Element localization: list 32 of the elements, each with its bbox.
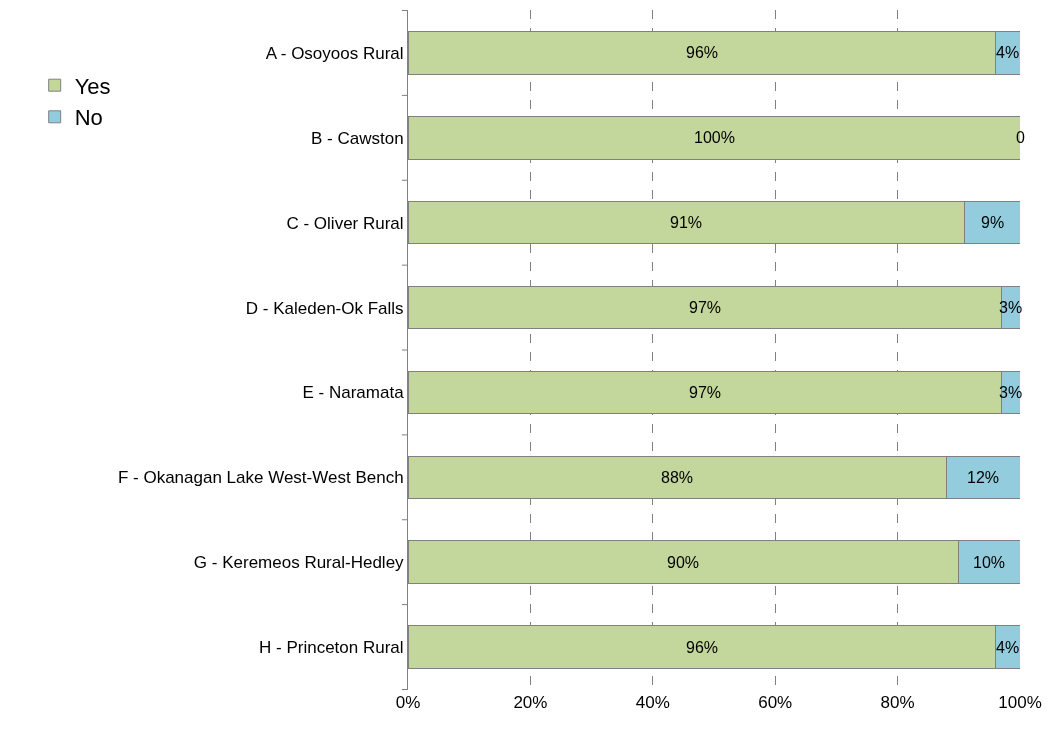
data-label: 10% xyxy=(973,554,1006,571)
data-label: 88% xyxy=(661,469,694,486)
data-label: 4% xyxy=(996,639,1020,656)
data-label: 96% xyxy=(686,639,719,656)
data-label: 96% xyxy=(686,44,719,61)
data-label: 91% xyxy=(670,214,703,231)
data-label: 3% xyxy=(999,384,1023,401)
data-label: 12% xyxy=(967,469,1000,486)
legend-label: No xyxy=(74,105,103,131)
x-tick-label: 80% xyxy=(880,693,915,712)
data-label: 100% xyxy=(694,129,735,146)
x-tick-label: 20% xyxy=(513,693,548,712)
legend-label: Yes xyxy=(74,73,111,99)
x-tick-label: 60% xyxy=(758,693,793,712)
data-label: 9% xyxy=(981,214,1005,231)
data-label: 97% xyxy=(689,384,722,401)
data-label: 0 xyxy=(1016,129,1025,146)
data-label: 90% xyxy=(667,554,700,571)
x-tick-label: 40% xyxy=(635,693,670,712)
y-tick-label: D - Kaleden-Ok Falls xyxy=(245,298,404,318)
y-tick-label: C - Oliver Rural xyxy=(286,213,404,233)
data-label: 97% xyxy=(689,299,722,316)
data-label: 3% xyxy=(999,299,1023,316)
y-tick-label: B - Cawston xyxy=(311,128,404,148)
y-tick-label: E - Naramata xyxy=(302,383,405,403)
y-tick-label: F - Okanagan Lake West-West Bench xyxy=(117,468,404,488)
x-tick-label: 100% xyxy=(998,693,1042,712)
y-tick-label: G - Keremeos Rural-Hedley xyxy=(193,553,405,573)
y-tick-label: H - Princeton Rural xyxy=(259,638,404,658)
data-label: 4% xyxy=(996,44,1020,61)
x-tick-label: 0% xyxy=(395,693,421,712)
y-tick-label: A - Osoyoos Rural xyxy=(265,43,404,63)
